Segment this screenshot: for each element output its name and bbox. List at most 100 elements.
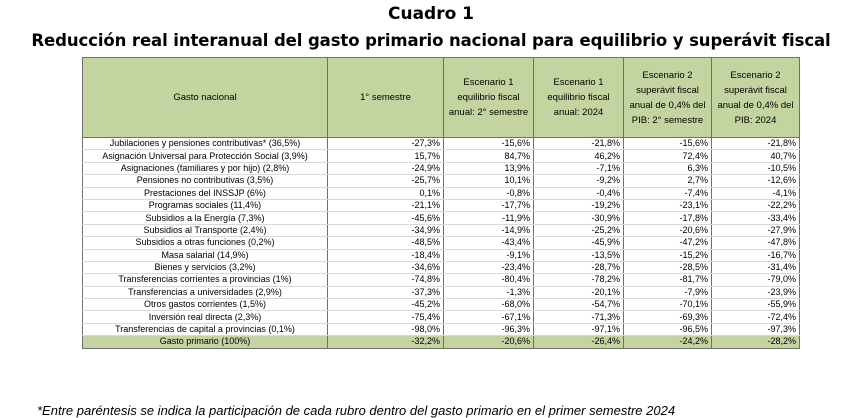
cell-value: -43,4% xyxy=(443,236,534,250)
cell-value: -26,4% xyxy=(533,335,624,349)
row-label: Gasto primario (100%) xyxy=(82,335,328,349)
cell-value: 46,2% xyxy=(533,149,624,163)
table-row: Transferencias de capital a provincias (… xyxy=(82,323,800,337)
column-header: Escenario 2 superávit fiscal anual de 0,… xyxy=(623,57,712,138)
cell-value: -23,1% xyxy=(623,199,712,213)
cell-value: -34,6% xyxy=(327,261,444,275)
cell-value: -72,4% xyxy=(711,310,800,324)
cell-value: -79,0% xyxy=(711,273,800,287)
cell-value: -31,4% xyxy=(711,261,800,275)
row-label: Asignaciones (familiares y por hijo) (2,… xyxy=(82,162,328,176)
table-caption: Reducción real interanual del gasto prim… xyxy=(31,31,831,50)
cell-value: -69,3% xyxy=(623,310,712,324)
cell-value: -17,7% xyxy=(443,199,534,213)
table-row: Subsidios al Transporte (2,4%) -34,9% -14,… xyxy=(82,224,800,238)
cell-value: -97,1% xyxy=(533,323,624,337)
cell-value: 6,3% xyxy=(623,162,712,176)
cell-value: -23,4% xyxy=(443,261,534,275)
cell-value: -28,7% xyxy=(533,261,624,275)
table-row: Jubilaciones y pensiones contributivas* … xyxy=(82,137,800,151)
cell-value: -0,4% xyxy=(533,187,624,200)
cell-value: -13,5% xyxy=(533,249,624,262)
table-row: Otros gastos corrientes (1,5%) -45,2% -68,… xyxy=(82,298,800,312)
cell-value: -12,6% xyxy=(711,174,800,188)
cell-value: -24,9% xyxy=(327,162,444,176)
cell-value: -74,8% xyxy=(327,273,444,287)
cell-value: -9,2% xyxy=(533,174,624,188)
cell-value: -1,3% xyxy=(443,286,534,300)
table-row: Subsidios a la Energía (7,3%) -45,6% -11,9… xyxy=(82,211,800,225)
cell-value: -80,4% xyxy=(443,273,534,287)
cell-value: -0,8% xyxy=(443,187,534,200)
row-label: Subsidios al Transporte (2,4%) xyxy=(82,224,328,238)
table-row: Transferencias a universidades (2,9%) -37… xyxy=(82,286,800,300)
column-header: Escenario 1 equilibrio fiscal anual: 202… xyxy=(533,57,624,138)
table-row: Asignaciones (familiares y por hijo) (2,… xyxy=(82,162,800,176)
cell-value: -21,8% xyxy=(711,137,800,151)
table-row: Masa salarial (14,9%) -18,4% -9,1% -13,5% -1… xyxy=(82,249,800,262)
cell-value: -10,5% xyxy=(711,162,800,176)
column-header: Escenario 2 superávit fiscal anual de 0,… xyxy=(711,57,800,138)
table-row: Subsidios a otras funciones (0,2%) -48,5%… xyxy=(82,236,800,250)
table-row: Inversión real directa (2,3%) -75,4% -67,1… xyxy=(82,310,800,324)
cell-value: 15,7% xyxy=(327,149,444,163)
cell-value: -45,9% xyxy=(533,236,624,250)
cell-value: 72,4% xyxy=(623,149,712,163)
cell-value: 84,7% xyxy=(443,149,534,163)
cell-value: -55,9% xyxy=(711,298,800,312)
row-label: Transferencias de capital a provincias (… xyxy=(82,323,328,337)
cell-value: -4,1% xyxy=(711,187,800,200)
table-row: Asignación Universal para Protección Soc… xyxy=(82,149,800,163)
cell-value: -15,2% xyxy=(623,249,712,262)
cell-value: -81,7% xyxy=(623,273,712,287)
cell-value: -96,5% xyxy=(623,323,712,337)
cell-value: -7,9% xyxy=(623,286,712,300)
row-label: Programas sociales (11,4%) xyxy=(82,199,328,213)
cell-value: -28,5% xyxy=(623,261,712,275)
cell-value: -14,9% xyxy=(443,224,534,238)
row-label: Inversión real directa (2,3%) xyxy=(82,310,328,324)
cell-value: -75,4% xyxy=(327,310,444,324)
cell-value: 2,7% xyxy=(623,174,712,188)
cell-value: -27,3% xyxy=(327,137,444,151)
row-label: Transferencias corrientes a provincias (… xyxy=(82,273,328,287)
cell-value: -20,1% xyxy=(533,286,624,300)
cell-value: -7,1% xyxy=(533,162,624,176)
cell-value: -68,0% xyxy=(443,298,534,312)
cell-value: -11,9% xyxy=(443,211,534,225)
cell-value: -22,2% xyxy=(711,199,800,213)
cell-value: 13,9% xyxy=(443,162,534,176)
table-row: Pensiones no contributivas (3,5%) -25,7% 1… xyxy=(82,174,800,188)
cell-value: -27,9% xyxy=(711,224,800,238)
cell-value: -37,3% xyxy=(327,286,444,300)
column-header: 1° semestre xyxy=(327,57,444,138)
cell-value: -15,6% xyxy=(443,137,534,151)
row-label: Asignación Universal para Protección Soc… xyxy=(82,149,328,163)
cell-value: -71,3% xyxy=(533,310,624,324)
table-row: Programas sociales (11,4%) -21,1% -17,7% -1… xyxy=(82,199,800,213)
cell-value: -70,1% xyxy=(623,298,712,312)
cell-value: -9,1% xyxy=(443,249,534,262)
row-label: Pensiones no contributivas (3,5%) xyxy=(82,174,328,188)
cell-value: -25,7% xyxy=(327,174,444,188)
row-label: Masa salarial (14,9%) xyxy=(82,249,328,262)
cell-value: -21,1% xyxy=(327,199,444,213)
cell-value: -34,9% xyxy=(327,224,444,238)
row-label: Bienes y servicios (3,2%) xyxy=(82,261,328,275)
cell-value: -47,8% xyxy=(711,236,800,250)
cell-value: -32,2% xyxy=(327,335,444,349)
row-label: Subsidios a otras funciones (0,2%) xyxy=(82,236,328,250)
cell-value: -17,8% xyxy=(623,211,712,225)
cell-value: -67,1% xyxy=(443,310,534,324)
cell-value: -48,5% xyxy=(327,236,444,250)
cell-value: 0,1% xyxy=(327,187,444,200)
cell-value: -23,9% xyxy=(711,286,800,300)
cell-value: -47,2% xyxy=(623,236,712,250)
cell-value: -16,7% xyxy=(711,249,800,262)
row-label: Transferencias a universidades (2,9%) xyxy=(82,286,328,300)
row-label: Jubilaciones y pensiones contributivas* … xyxy=(82,137,328,151)
cell-value: 10,1% xyxy=(443,174,534,188)
cell-value: -15,6% xyxy=(623,137,712,151)
cell-value: -18,4% xyxy=(327,249,444,262)
column-header: Escenario 1 equilibrio fiscal anual: 2° … xyxy=(443,57,534,138)
